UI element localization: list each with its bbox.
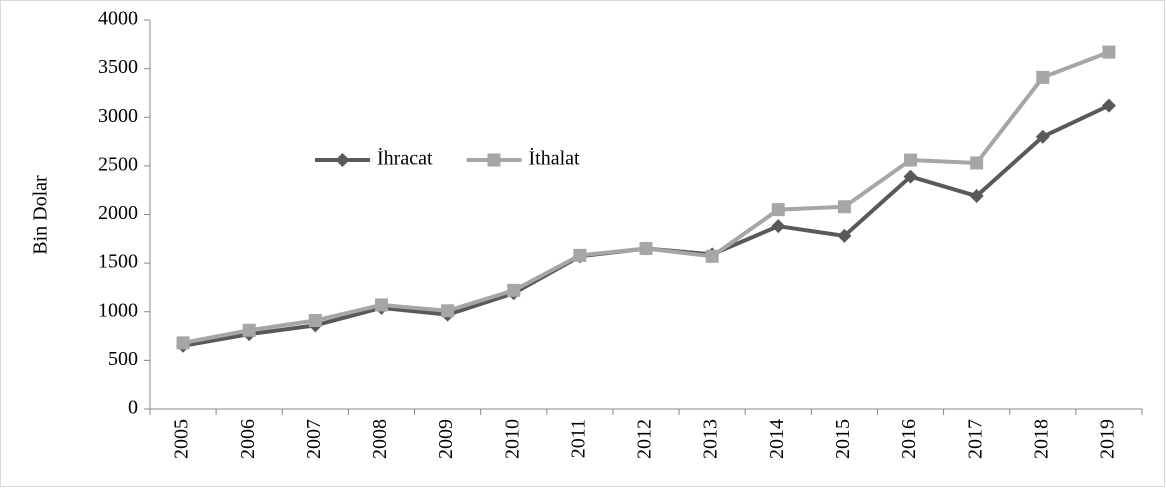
data-point [705,249,719,263]
data-point [176,336,190,350]
y-tick-label: 3000 [98,105,138,127]
y-tick-label: 1000 [98,299,138,321]
x-tick-label: 2010 [501,419,523,459]
x-tick-label: 2006 [237,419,259,459]
data-point [837,200,851,214]
y-tick-label: 1500 [98,251,138,273]
x-tick-label: 2016 [898,419,920,459]
y-axis-label: Bin Dolar [30,175,52,255]
data-point [1036,70,1050,84]
x-tick-label: 2008 [369,419,391,459]
x-tick-label: 2009 [435,419,457,459]
x-tick-label: 2017 [964,419,986,459]
data-point [308,314,322,328]
y-tick-label: 2500 [98,153,138,175]
x-tick-label: 2012 [634,419,656,459]
x-tick-label: 2019 [1097,419,1119,459]
x-tick-label: 2013 [700,419,722,459]
legend-label: İthalat [529,147,581,170]
data-point [1035,129,1050,144]
legend-marker [487,153,501,167]
data-point [970,156,984,170]
data-point [242,323,256,337]
y-tick-label: 500 [108,348,138,370]
data-point [969,189,984,204]
data-point [771,203,785,217]
legend-marker [335,153,350,167]
x-tick-label: 2018 [1030,419,1052,459]
y-tick-label: 0 [128,397,138,419]
x-tick-label: 2007 [303,419,325,459]
x-tick-label: 2011 [567,419,589,458]
data-point [1102,45,1116,59]
y-tick-label: 3500 [98,56,138,78]
x-tick-label: 2005 [171,419,193,459]
x-tick-label: 2015 [832,419,854,459]
data-point [374,298,388,312]
legend-label: İhracat [377,147,433,170]
data-point [639,242,653,256]
data-point [441,304,455,318]
data-point [837,228,852,243]
y-tick-label: 2000 [98,202,138,224]
data-point [771,219,786,234]
data-point [903,169,918,184]
data-point [1101,98,1116,113]
data-point [904,153,918,167]
data-point [573,248,587,262]
data-point [507,283,521,297]
y-tick-label: 4000 [98,8,138,30]
x-tick-label: 2014 [766,419,788,459]
